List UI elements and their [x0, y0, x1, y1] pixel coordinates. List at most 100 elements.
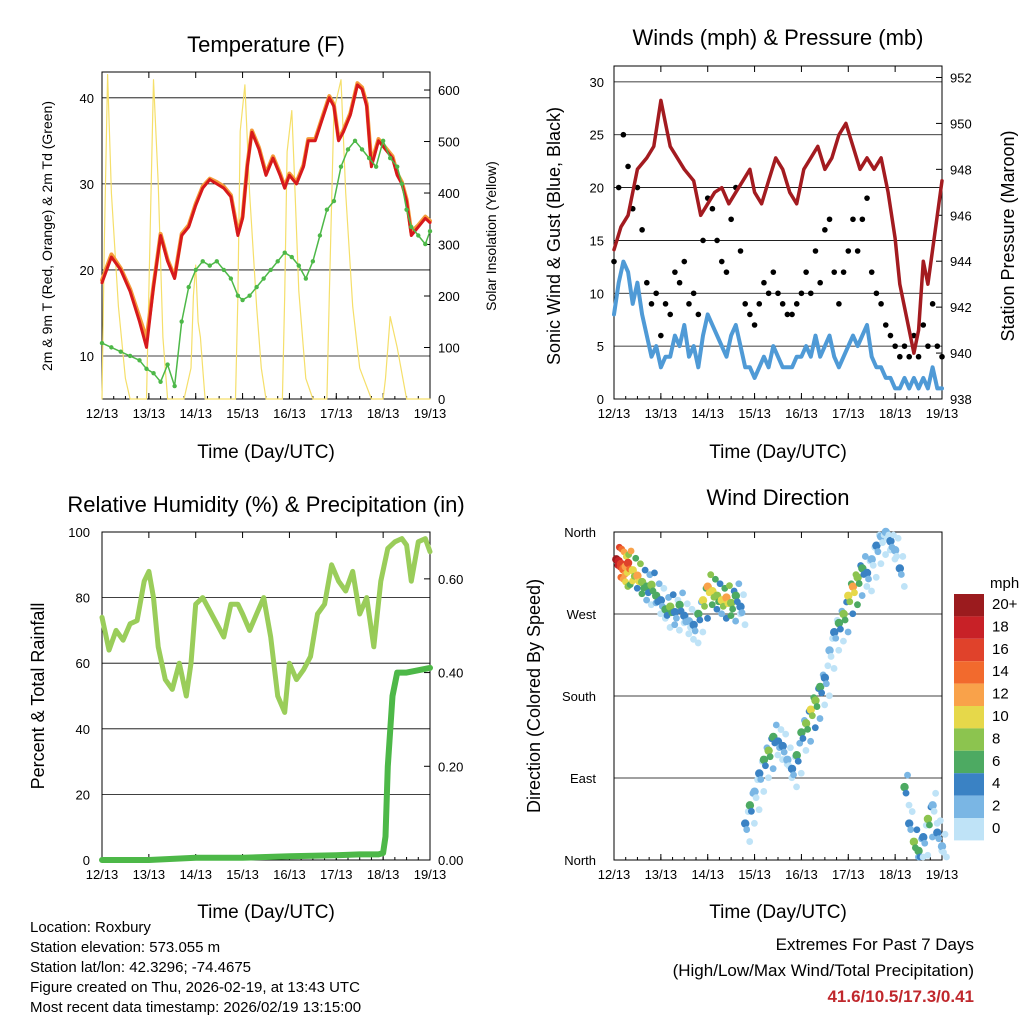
- x-tick-label: 19/13: [926, 406, 959, 421]
- direction-point: [830, 665, 838, 672]
- y-tick-label: 30: [590, 75, 604, 90]
- extremes-title: Extremes For Past 7 Days: [775, 935, 974, 954]
- direction-point: [780, 748, 788, 756]
- direction-point: [868, 587, 875, 595]
- direction-point: [760, 788, 768, 795]
- direction-point: [858, 592, 866, 599]
- y-tick-label: 0: [83, 853, 90, 868]
- direction-point: [627, 547, 635, 555]
- direction-point: [936, 817, 944, 825]
- direction-point: [769, 765, 777, 773]
- x-tick-label: 14/13: [179, 867, 212, 882]
- direction-point: [757, 776, 765, 783]
- direction-point: [882, 551, 889, 558]
- y2-tick-label: 200: [438, 289, 460, 304]
- direction-point: [885, 531, 893, 539]
- x-tick-label: 13/13: [645, 867, 678, 882]
- y2-tick-label: 952: [950, 70, 972, 85]
- direction-point: [893, 552, 901, 560]
- direction-point: [797, 769, 805, 777]
- pressure-line: [612, 98, 944, 355]
- y2-tick-label: 0.20: [438, 759, 463, 774]
- direction-point: [637, 560, 644, 568]
- direction-point: [932, 789, 940, 797]
- gust-point: [864, 195, 870, 201]
- y2-tick-label: 938: [950, 392, 972, 407]
- x-tick-label: 18/13: [879, 406, 912, 421]
- humidity-xlabel: Time (Day/UTC): [197, 902, 335, 923]
- gust-point: [648, 301, 655, 307]
- direction-point: [820, 673, 830, 682]
- direction-point: [712, 575, 719, 583]
- direction-point: [679, 589, 686, 597]
- direction-point: [926, 821, 933, 829]
- direction-point: [740, 591, 747, 599]
- x-tick-label: 14/13: [691, 406, 724, 421]
- direction-point: [685, 630, 693, 638]
- x-tick-label: 16/13: [785, 867, 818, 882]
- gust-point: [887, 332, 894, 339]
- direction-point: [707, 571, 715, 579]
- y-tick-label: 60: [76, 656, 90, 671]
- direction-point: [656, 596, 666, 605]
- direction-point: [900, 782, 909, 792]
- gust-point: [822, 227, 828, 233]
- legend-label: 6: [992, 753, 1000, 770]
- gust-point: [915, 353, 922, 360]
- extremes-value: 41.6/10.5/17.3/0.41: [827, 987, 974, 1006]
- gust-point: [714, 237, 720, 244]
- x-tick-label: 13/13: [133, 406, 166, 421]
- direction-point: [643, 596, 651, 604]
- direction-point: [752, 794, 760, 802]
- gust-point: [789, 311, 795, 318]
- direction-point: [902, 789, 910, 797]
- direction-point: [890, 546, 900, 555]
- direction-point: [738, 609, 746, 617]
- gust-point: [728, 216, 734, 223]
- legend-swatch: [954, 750, 984, 774]
- gust-point: [929, 301, 936, 307]
- latlon-text: Station lat/lon: 42.3296; -74.4675: [30, 959, 252, 976]
- direction-point: [867, 555, 876, 564]
- relative-humidity-line: [99, 536, 433, 715]
- gust-point: [793, 301, 800, 307]
- gust-point: [667, 311, 674, 318]
- direction-point: [782, 730, 790, 738]
- gust-point: [676, 279, 683, 286]
- legend-title: mph: [990, 575, 1019, 592]
- y-tick-label: 10: [80, 349, 94, 364]
- gust-point: [939, 353, 945, 360]
- direction-point: [647, 580, 656, 590]
- legend-swatch: [954, 818, 984, 841]
- direction-point: [806, 705, 815, 714]
- y2-tick-label: 950: [950, 116, 972, 131]
- legend-swatch: [954, 728, 984, 751]
- y-tick-label: 40: [80, 91, 94, 106]
- station-info: Location: Roxbury Station elevation: 573…: [30, 918, 361, 1018]
- direction-point: [633, 584, 641, 592]
- direction-point: [933, 828, 942, 837]
- legend-label: 16: [992, 641, 1009, 658]
- y-tick-label: 10: [590, 286, 604, 301]
- created-text: Figure created on Thu, 2026-02-19, at 13…: [30, 979, 360, 996]
- gust-point: [803, 269, 809, 275]
- x-tick-label: 12/13: [86, 406, 119, 421]
- gust-point: [873, 290, 880, 297]
- direction-point: [909, 837, 919, 846]
- gust-point: [681, 258, 688, 265]
- direction-point: [708, 601, 716, 609]
- direction-point: [872, 541, 881, 550]
- direction-point: [924, 851, 932, 859]
- direction-point: [741, 621, 749, 629]
- y-tick-label: West: [567, 607, 597, 622]
- direction-point: [848, 582, 858, 591]
- precipitation-line: [99, 664, 433, 863]
- direction-point: [735, 580, 743, 588]
- direction-point: [755, 806, 763, 814]
- plot-layer: 12/13 13/13 14/13 15/13 16/13 17/13 18/13 19/13…: [68, 65, 1018, 882]
- legend-label: 0: [992, 820, 1000, 837]
- direction-point: [701, 602, 708, 610]
- direction-point: [762, 762, 769, 770]
- legend-label: 12: [992, 686, 1009, 703]
- direction-point: [822, 680, 830, 688]
